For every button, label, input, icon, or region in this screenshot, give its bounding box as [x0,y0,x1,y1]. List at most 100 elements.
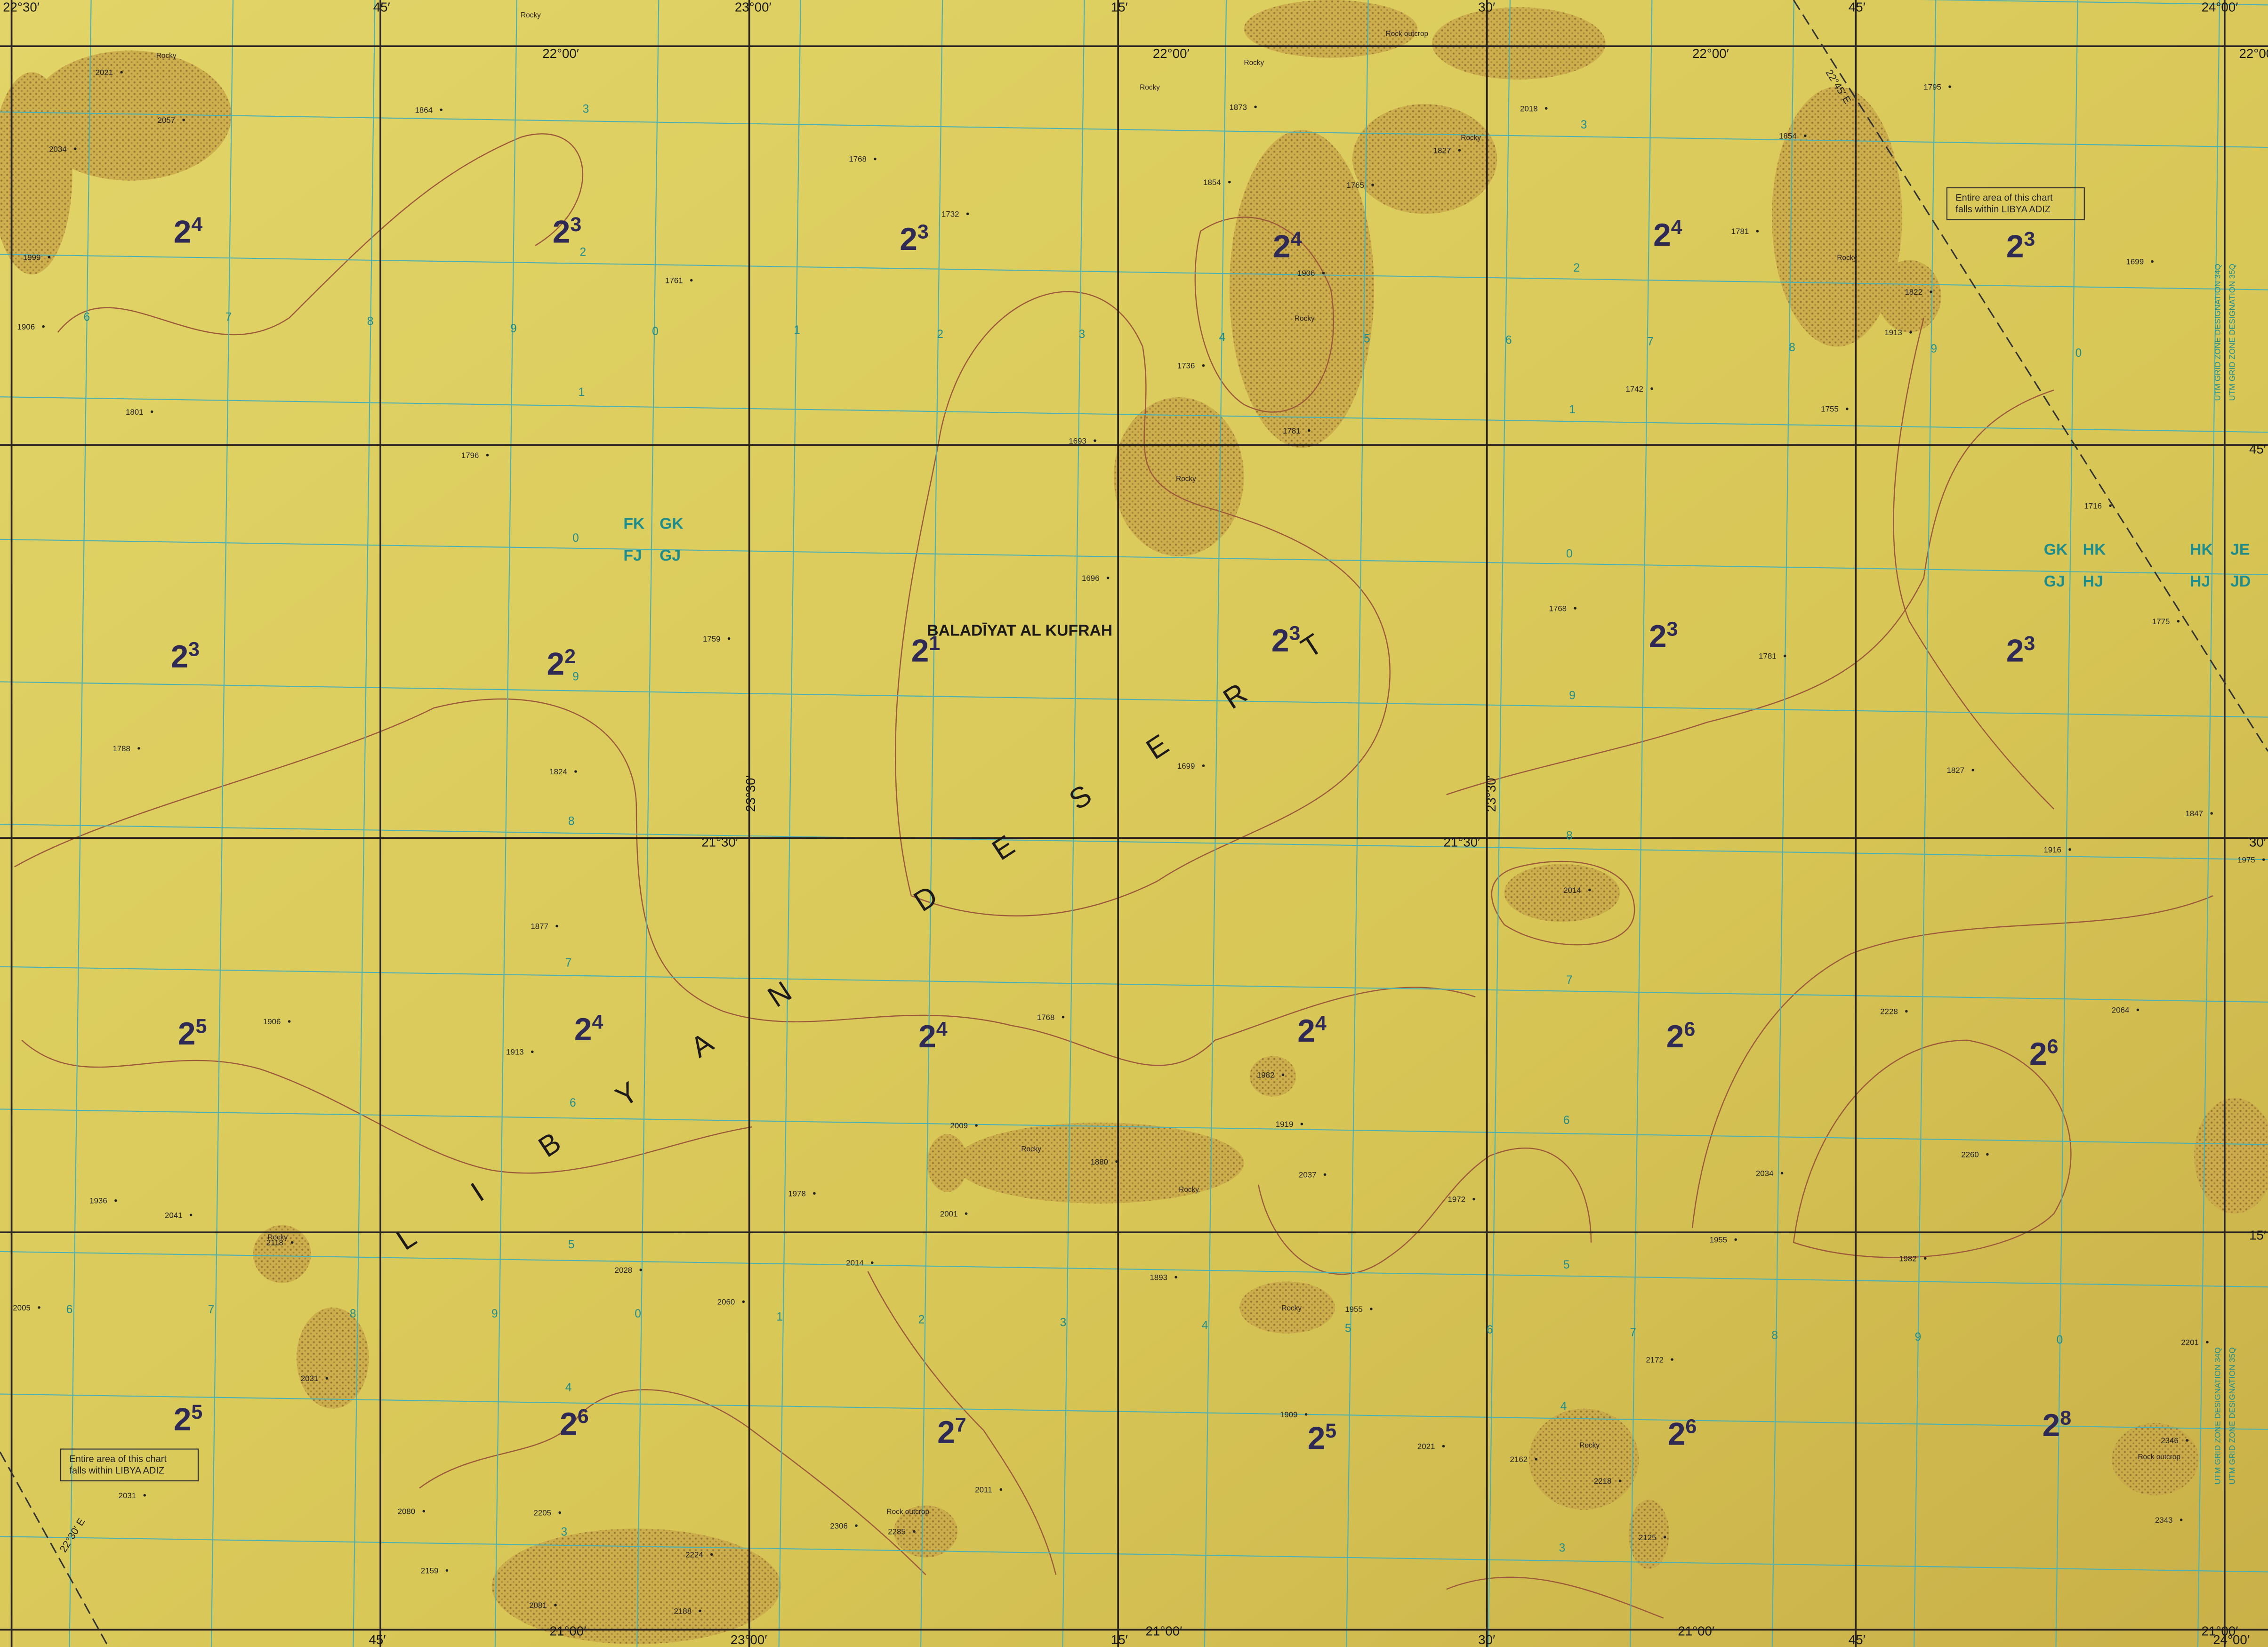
graticule-label: 21°00′ [1146,1623,1182,1638]
max-elevation-main: 2 [937,1415,955,1450]
adiz-note: Entire area of this chart [1955,193,2053,203]
spot-elevation: 2306 [830,1521,848,1530]
utm-label: 9 [1915,1331,1922,1343]
feature-label: Rocky [1295,314,1315,322]
spot-elevation-dot [2262,858,2265,861]
utm-label: 5 [1345,1322,1351,1335]
utm-label: 3 [561,1526,568,1539]
spot-elevation-dot [699,1609,701,1613]
utm-label: 3 [583,103,589,115]
grid-zone-designation: HK [2190,541,2213,559]
spot-elevation: 2034 [1756,1169,1774,1178]
spot-elevation-dot [1924,1257,1927,1260]
spot-elevation: 2031 [301,1374,319,1383]
utm-label: 6 [66,1303,73,1316]
feature-label: Rock outcrop [1386,30,1428,38]
utm-label: 9 [1569,690,1576,702]
spot-elevation-dot [1574,607,1576,610]
utm-line [0,1109,2268,1145]
spot-elevation: 1768 [849,155,867,164]
spot-elevation: 1909 [1280,1410,1298,1419]
max-elevation-main: 2 [900,222,917,257]
grid-zone-designation: HJ [2083,572,2103,590]
graticule-label: 45′ [1849,0,1866,15]
max-elevation-figure: 23 [2006,632,2035,669]
utm-line [2055,0,2078,1647]
spot-elevation: 2011 [975,1486,992,1494]
grid-zone-designation: FK [623,514,645,532]
graticule-label: 23°00′ [735,0,772,15]
spot-elevation-dot [288,1020,291,1023]
feature-label: Rocky [1461,134,1481,142]
max-elevation-sup: 4 [1291,228,1302,250]
graticule-label: 22°00′ [1153,46,1190,61]
max-elevation-figure: 24 [1297,1012,1327,1049]
utm-label: 2 [1573,262,1580,274]
adiz-note: falls within LIBYA ADIZ [1955,204,2051,215]
spot-elevation-dot [290,1241,294,1244]
spot-elevation-dot [2206,1341,2209,1344]
spot-elevation: 1732 [941,209,959,218]
max-elevation-sup: 8 [2060,1406,2071,1429]
feature-label: Rocky [1179,1186,1199,1194]
max-elevation-figure: 24 [1273,228,1302,265]
graticule-label: 30′ [1478,1632,1495,1647]
spot-elevation-dot [1971,769,1974,771]
spot-elevation: 1801 [126,408,144,417]
utm-line [0,396,2268,433]
spot-elevation-dot [531,1050,534,1053]
max-elevation-main: 2 [553,215,571,250]
spot-elevation: 2057 [158,116,176,125]
spot-elevation-dot [2177,620,2180,623]
spot-elevation-dot [440,108,442,112]
max-elevation-figure: 26 [1666,1018,1696,1055]
max-elevation-main: 2 [1649,619,1667,654]
utm-label: 8 [350,1308,356,1320]
utm-label: 7 [1647,336,1654,348]
feature-label: Rock outcrop [887,1508,929,1516]
grid-zone-designation: GJ [2044,572,2065,590]
spot-elevation: 1982 [1899,1254,1917,1263]
spot-elevation: 1736 [1177,362,1195,370]
spot-elevation: 1742 [1625,385,1643,394]
spot-elevation-dot [1371,184,1374,186]
spot-elevation-dot [2186,1439,2188,1442]
spot-elevation-dot [1174,1276,1177,1279]
place-name: BALADĪYAT AL KUFRAH [927,622,1112,640]
spot-elevation: 1795 [1923,82,1941,91]
spot-elevation-dot [48,256,51,259]
spot-elevation-dot [486,454,489,457]
utm-line [636,0,659,1647]
grid-zone-designation: GK [659,514,684,532]
utm-line [0,681,2268,718]
feature-label: Rocky [1281,1304,1302,1312]
graticule-label: 45′ [1849,1632,1866,1647]
spot-elevation: 1781 [1283,426,1301,435]
graticule-label: 24°00′ [2202,0,2238,15]
spot-elevation-dot [1323,1173,1327,1176]
utm-line [1771,0,1794,1647]
max-elevation-figure: 26 [2029,1036,2059,1072]
spot-elevation: 1955 [1345,1305,1363,1314]
spot-elevation: 1716 [2084,501,2102,510]
feature-label: Rocky [1140,83,1160,91]
spot-elevation: 2031 [119,1491,137,1500]
zone-side-label: UTM GRID ZONE DESIGNATION 34Q [2213,264,2222,401]
spot-elevation-dot [1618,1479,1622,1482]
grid-zone-designation: FJ [623,546,642,564]
spot-elevation-dot [913,1530,916,1533]
max-elevation-main: 2 [560,1406,578,1442]
utm-label: 7 [225,311,232,323]
zone-side-label: UTM GRID ZONE DESIGNATION 34Q [2213,1347,2222,1484]
grid-zone-designation: HK [2083,541,2106,559]
max-elevation-main: 2 [911,634,929,669]
spot-elevation: 2218 [1594,1477,1612,1486]
max-elevation-figure: 27 [937,1414,966,1451]
graticule-label: 45′ [373,0,390,15]
spot-elevation-dot [1094,439,1096,442]
max-elevation-sup: 4 [592,1011,603,1033]
spot-elevation: 1761 [665,276,683,285]
